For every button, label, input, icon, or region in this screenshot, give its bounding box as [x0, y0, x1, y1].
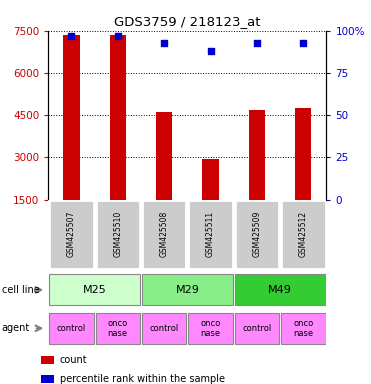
Text: onco
nase: onco nase [293, 319, 313, 338]
Text: GSM425509: GSM425509 [252, 211, 262, 257]
Point [161, 40, 167, 46]
Bar [96, 200, 140, 269]
Point [69, 33, 75, 39]
Bar [63, 35, 79, 200]
Bar [49, 275, 140, 306]
Text: GSM425508: GSM425508 [160, 211, 169, 257]
Bar [281, 313, 326, 344]
Bar [234, 200, 279, 269]
Text: agent: agent [2, 323, 30, 333]
Bar [188, 200, 233, 269]
Text: control: control [242, 324, 272, 333]
Text: GSM425512: GSM425512 [299, 211, 308, 257]
Bar [49, 200, 94, 269]
Bar [41, 375, 54, 383]
Bar [295, 108, 311, 200]
Bar [234, 275, 326, 306]
Text: M49: M49 [268, 285, 292, 295]
Text: M25: M25 [83, 285, 106, 295]
Bar [110, 35, 126, 200]
Bar [142, 200, 187, 269]
Text: count: count [60, 355, 88, 365]
Bar [188, 313, 233, 344]
Text: GSM425510: GSM425510 [113, 211, 122, 257]
Text: control: control [150, 324, 179, 333]
Text: cell line: cell line [2, 285, 40, 295]
Title: GDS3759 / 218123_at: GDS3759 / 218123_at [114, 15, 260, 28]
Point [115, 33, 121, 39]
Bar [249, 109, 265, 200]
Text: GSM425507: GSM425507 [67, 211, 76, 257]
Point [254, 40, 260, 46]
Bar [203, 159, 219, 200]
Text: onco
nase: onco nase [108, 319, 128, 338]
Bar [156, 113, 172, 200]
Point [208, 48, 214, 54]
Text: onco
nase: onco nase [200, 319, 221, 338]
Bar [96, 313, 140, 344]
Point [301, 40, 306, 46]
Text: control: control [57, 324, 86, 333]
Text: percentile rank within the sample: percentile rank within the sample [60, 374, 225, 384]
Bar [234, 313, 279, 344]
Bar [142, 275, 233, 306]
Bar [49, 313, 94, 344]
Bar [41, 356, 54, 364]
Bar [142, 313, 187, 344]
Bar [281, 200, 326, 269]
Text: GSM425511: GSM425511 [206, 211, 215, 257]
Text: M29: M29 [175, 285, 199, 295]
